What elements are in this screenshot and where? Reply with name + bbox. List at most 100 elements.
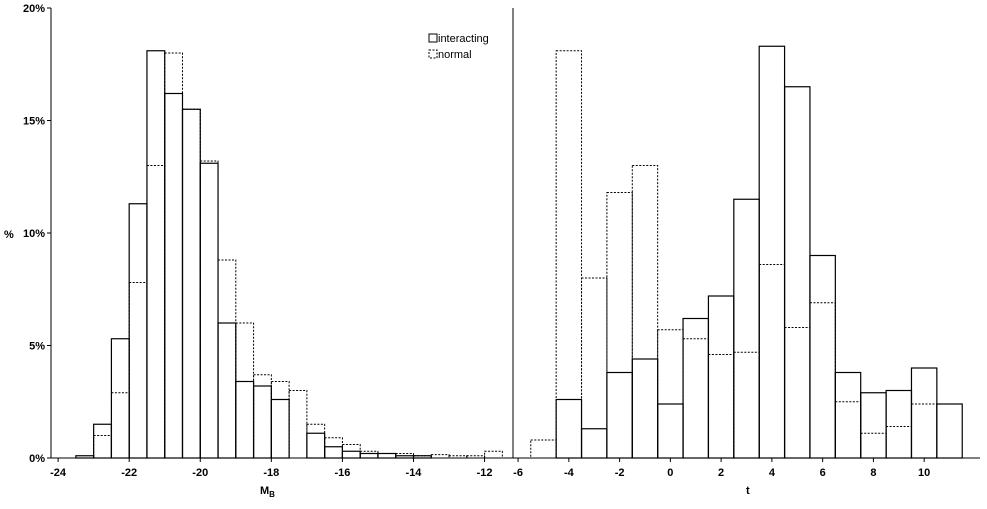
legend: interacting normal [428,33,489,61]
y-axis-label: % [4,229,14,241]
bar-t-interacting [936,403,963,459]
bar-mb-interacting [75,455,95,459]
x-tick-label-t: 6 [820,467,826,479]
bar-mb-interacting [341,450,361,459]
bar-t-normal [707,354,735,459]
bar-t-interacting [809,254,836,459]
bar-t-normal [733,351,760,459]
x-tick-label-mb: -24 [50,467,67,479]
bar-mb-interacting [377,452,397,459]
bar-mb-interacting [217,322,237,459]
x-axis-label-mb-sub: B [269,490,275,499]
bar-mb-normal [110,392,130,459]
bar-mb-interacting [270,398,290,459]
bar-mb-normal [93,435,112,459]
bar-mb-normal [448,455,468,459]
bar-mb-interacting [110,338,130,459]
bar-mb-normal [270,381,290,459]
bar-t-interacting [758,45,786,459]
bar-mb-normal [359,450,379,459]
x-tick-label-t: 2 [718,467,724,479]
bar-t-interacting [580,428,608,459]
bar-mb-interacting [93,423,113,459]
bar-mb-interacting [146,50,166,459]
bar-t-interacting [682,317,710,459]
bar-mb-normal [484,450,503,459]
bar-mb-normal [377,453,397,459]
x-tick-label-t: -2 [615,467,625,479]
bar-mb-interacting [128,203,148,459]
x-tick-label-t: -4 [564,467,575,479]
bar-t-normal [606,192,633,459]
x-tick-label-t: 8 [870,467,876,479]
bar-mb-normal [146,165,166,459]
bar-t-normal [631,165,659,459]
x-tick-label-t: -6 [513,467,523,479]
bar-mb-normal [253,374,272,459]
bar-t-interacting [783,86,811,459]
bar-t-interacting [606,371,633,459]
legend-swatch-normal [428,49,438,59]
bar-mb-interacting [235,380,255,459]
legend-label-interacting: interacting [438,33,489,45]
bar-mb-normal [199,160,219,459]
bar-mb-normal [288,390,308,459]
bar-t-normal [682,338,709,459]
bar-t-normal [910,403,938,459]
x-tick-label-t: 0 [667,467,673,479]
x-axis-label-mb: MB [260,485,275,499]
bar-t-interacting [885,389,913,459]
bar-mb-interacting [412,455,432,459]
left-panel-mb: -24 -22 -20 -18 -16 -14 -12 [50,50,513,479]
bar-t-interacting [910,367,938,459]
bar-t-interacting [707,295,735,459]
bar-t-interacting [733,198,760,459]
y-tick-label: 20% [23,3,45,15]
y-tick-label: 15% [23,116,45,128]
bar-mb-interacting [395,455,415,459]
x-tick-label-mb: -14 [406,467,423,479]
bar-t-interacting [555,398,583,459]
bar-mb-interacting [306,432,326,459]
bar-mb-normal [235,322,255,459]
bar-mb-interacting [199,162,219,459]
bar-mb-normal [181,108,201,459]
bar-t-normal [860,432,887,459]
right-panel-t: -6 -4 -2 0 2 4 6 8 10 [513,45,980,479]
x-tick-label-mb: -18 [263,467,279,479]
x-tick-label-mb: -16 [334,467,350,479]
bar-t-interacting [834,371,862,459]
bar-mb-normal [128,282,148,459]
bar-t-interacting [631,358,659,459]
bar-t-normal [530,439,557,459]
y-axis: 0% 5% 10% 15% 20% [23,3,52,465]
x-tick-label-mb: -20 [192,467,208,479]
y-tick-label: 5% [29,341,45,353]
bar-t-normal [885,426,912,459]
bar-mb-interacting [181,108,201,459]
bar-t-normal [784,327,811,459]
bar-t-interacting [657,403,684,459]
bar-mb-normal [466,455,486,459]
bar-mb-normal [430,454,450,459]
x-tick-label-mb: -22 [121,467,137,479]
bar-mb-normal [217,259,237,459]
bar-mb-interacting [164,92,184,459]
bar-t-normal [834,401,862,459]
bar-mb-interacting [324,446,344,459]
y-tick-label: 0% [29,453,45,465]
bar-mb-normal [324,437,343,459]
bar-t-normal [555,50,583,459]
y-tick-label: 10% [23,228,45,240]
bar-t-normal [581,277,608,459]
x-tick-label-t: 4 [769,467,776,479]
bar-mb-normal [164,52,183,459]
bar-t-normal [809,302,836,459]
bar-mb-normal [306,423,326,459]
bar-t-normal [758,264,786,459]
legend-label-normal: normal [438,49,472,61]
x-axis-label-mb-main: M [260,485,269,497]
bar-t-interacting [860,392,887,459]
x-tick-label-mb: -12 [477,467,493,479]
